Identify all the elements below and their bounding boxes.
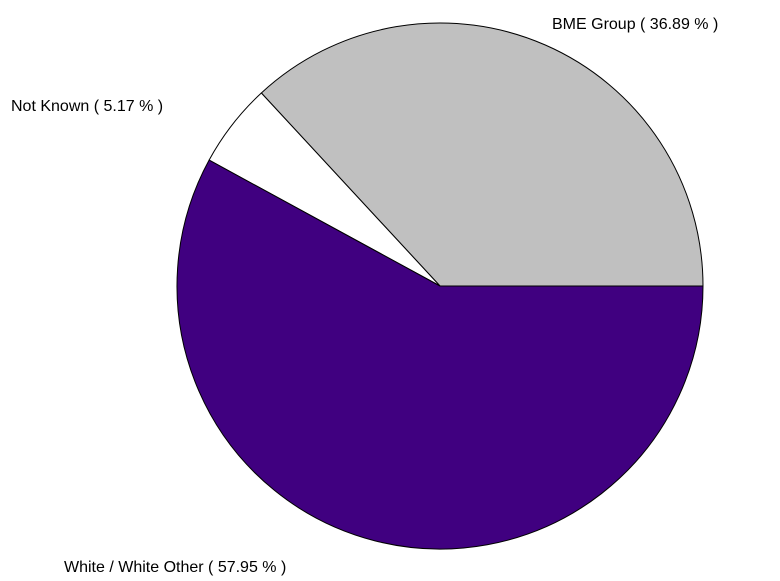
pie-slice-bme-group: [260, 22, 704, 287]
pie-slices: [176, 22, 704, 550]
slice-label-white-other: White / White Other ( 57.95 % ): [64, 559, 286, 576]
slice-label-not-known: Not Known ( 5.17 % ): [11, 98, 163, 115]
pie-slice-white-other: [176, 159, 704, 550]
slice-label-bme-group: BME Group ( 36.89 % ): [552, 16, 718, 33]
